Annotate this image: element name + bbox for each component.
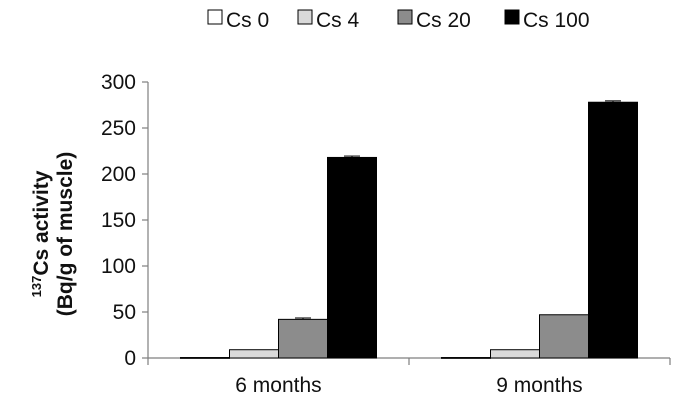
bar	[229, 349, 279, 359]
error-bars-layer	[295, 100, 621, 320]
y-axis-title-line1: Cs activity	[30, 170, 53, 275]
legend-label: Cs 100	[523, 9, 590, 32]
legend-swatch	[504, 9, 520, 25]
bar	[539, 314, 589, 359]
bar	[588, 101, 638, 359]
legend-swatch	[207, 9, 223, 25]
y-tick-label: 300	[101, 71, 136, 94]
bar	[441, 357, 491, 359]
y-axis-title: 137Cs activity (Bq/g of muscle)	[29, 152, 78, 317]
y-tick-label: 200	[101, 163, 136, 186]
bar	[278, 318, 328, 359]
bar	[490, 349, 540, 359]
y-tick-label: 150	[101, 209, 136, 232]
legend-swatch	[297, 9, 313, 25]
y-tick-label: 50	[113, 301, 136, 324]
y-axis: 0 50 100 150 200 250 300	[101, 71, 149, 370]
legend-swatch	[397, 9, 413, 25]
y-tick-label: 250	[101, 117, 136, 140]
x-tick-label: 6 months	[235, 374, 321, 397]
legend: Cs 0 Cs 4 Cs 20 Cs 100	[207, 9, 590, 32]
y-tick-label: 100	[101, 255, 136, 278]
x-axis: 6 months 9 months	[147, 357, 671, 397]
bar	[327, 156, 377, 359]
legend-label: Cs 4	[316, 9, 360, 32]
x-tick-label: 9 months	[496, 374, 582, 397]
bar	[180, 357, 230, 359]
svg-text:(Bq/g of muscle): (Bq/g of muscle)	[54, 152, 77, 317]
legend-label: Cs 20	[416, 9, 471, 32]
legend-label: Cs 0	[226, 9, 269, 32]
svg-text:137Cs activity: 137Cs activity	[29, 170, 54, 297]
y-axis-title-line2: (Bq/g of muscle)	[54, 152, 77, 317]
bars-layer	[180, 101, 638, 359]
y-axis-title-superscript: 137	[29, 276, 44, 298]
y-tick-label: 0	[124, 347, 136, 370]
